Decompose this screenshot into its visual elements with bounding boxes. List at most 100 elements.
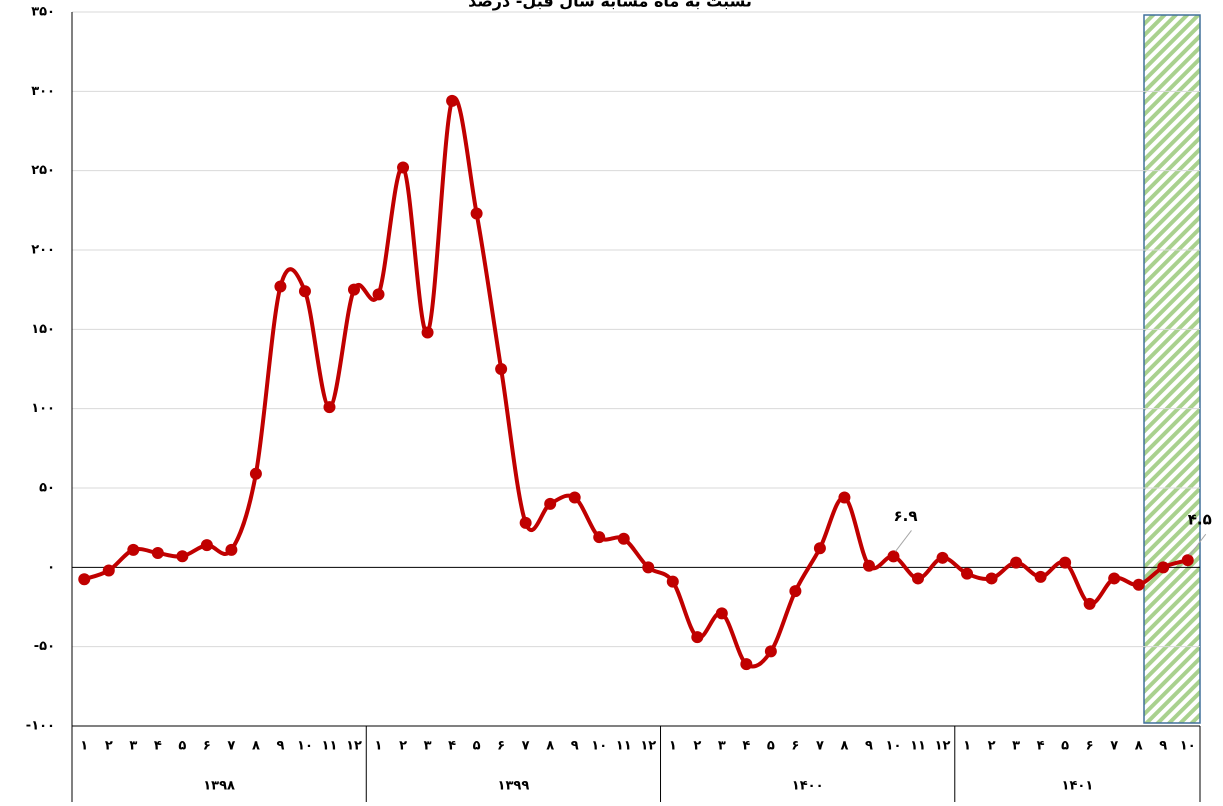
point: [764, 645, 777, 658]
x-tick-label: ۵: [473, 739, 481, 754]
y-tick-label: -۱۰۰: [26, 719, 55, 734]
point: [912, 572, 924, 585]
point: [1108, 572, 1121, 585]
group-label: ۱۳۹۸: [203, 779, 235, 794]
x-tick-label: ۲: [693, 739, 701, 754]
point: [421, 326, 434, 339]
forecast-region: [1143, 14, 1201, 724]
point: [397, 161, 410, 174]
x-tick-label: ۴: [448, 739, 456, 754]
series-line: [83, 96, 1189, 669]
y-tick-label: ۱۵۰: [31, 322, 55, 337]
x-tick-label: ۶: [1086, 739, 1094, 754]
x-tick-label: ۱۲: [935, 739, 951, 754]
x-tick-label: ۳: [718, 739, 726, 754]
point: [691, 631, 704, 644]
point: [446, 94, 459, 107]
group-label: ۱۳۹۹: [498, 779, 530, 794]
x-tick-label: ۴: [742, 739, 750, 754]
point: [887, 550, 900, 563]
chart-title: نسبت به ماه مشابه سال قبل- درصد: [468, 0, 752, 11]
point: [1132, 578, 1145, 591]
x-tick-label: ۸: [252, 739, 260, 754]
point: [470, 207, 483, 220]
point: [813, 542, 826, 555]
x-tick-label: ۱۱: [616, 739, 632, 754]
y-tick-label: ۲۰۰: [31, 243, 55, 258]
point: [936, 551, 949, 564]
point: [298, 285, 311, 298]
point: [789, 585, 802, 598]
y-tick-label: ۱۰۰: [31, 401, 55, 416]
point: [176, 550, 189, 563]
x-tick-label: ۳: [129, 739, 137, 754]
data-label: ۴.۵: [1188, 511, 1212, 529]
data-label: ۶.۹: [893, 507, 917, 525]
x-tick-label: ۱۰: [297, 739, 313, 754]
y-tick-label: ۳۵۰: [31, 5, 55, 20]
x-tick-label: ۹: [865, 739, 873, 754]
point: [985, 572, 998, 585]
x-tick-label: ۲: [988, 739, 996, 754]
point: [862, 559, 875, 572]
point: [715, 607, 728, 620]
x-tick-label: ۱۱: [910, 739, 926, 754]
x-tick-label: ۸: [840, 739, 848, 754]
point: [666, 575, 679, 588]
point: [151, 547, 164, 560]
point: [274, 280, 287, 293]
x-tick-label: ۱۱: [322, 739, 338, 754]
leader-line: [895, 530, 912, 552]
point: [127, 543, 140, 556]
point: [593, 531, 606, 544]
x-tick-label: ۵: [767, 739, 775, 754]
x-tick-label: ۸: [1135, 739, 1143, 754]
x-tick-label: ۱: [669, 739, 677, 754]
point: [740, 658, 753, 671]
x-tick-label: ۸: [546, 739, 554, 754]
x-tick-label: ۹: [571, 739, 579, 754]
leader-line: [1189, 533, 1207, 556]
x-tick-label: ۷: [816, 739, 824, 754]
point: [1083, 597, 1096, 610]
point: [568, 491, 581, 504]
x-tick-label: ۶: [791, 739, 799, 754]
x-tick-label: ۲: [105, 739, 113, 754]
point: [1034, 570, 1047, 583]
point: [961, 567, 974, 580]
group-label: ۱۴۰۰: [792, 779, 824, 794]
x-tick-label: ۵: [178, 739, 186, 754]
x-tick-label: ۱۰: [591, 739, 607, 754]
y-tick-label: ۰: [47, 560, 55, 575]
point: [225, 543, 238, 556]
x-tick-label: ۹: [276, 739, 284, 754]
x-tick-label: ۷: [522, 739, 530, 754]
point: [642, 561, 655, 574]
point: [348, 283, 360, 296]
y-tick-label: ۳۰۰: [31, 84, 55, 99]
x-tick-label: ۵: [1061, 739, 1069, 754]
point: [1010, 556, 1023, 569]
y-tick-label: ۲۵۰: [31, 163, 55, 178]
point: [1059, 556, 1072, 569]
point: [102, 564, 115, 577]
point: [495, 363, 508, 375]
x-tick-label: ۹: [1159, 739, 1167, 754]
point: [323, 401, 336, 414]
point: [78, 573, 91, 586]
x-tick-label: ۳: [1012, 739, 1020, 754]
point: [617, 532, 630, 545]
point: [200, 539, 213, 552]
x-tick-label: ۴: [154, 739, 162, 754]
y-tick-label: -۵۰: [34, 639, 55, 654]
point: [544, 497, 557, 510]
x-tick-label: ۳: [424, 739, 432, 754]
point: [519, 516, 532, 529]
x-tick-label: ۴: [1037, 739, 1045, 754]
point: [249, 467, 262, 480]
point: [1157, 561, 1170, 574]
y-tick-label: ۵۰: [39, 481, 55, 496]
x-tick-label: ۱: [375, 739, 383, 754]
x-tick-label: ۱۲: [640, 739, 656, 754]
